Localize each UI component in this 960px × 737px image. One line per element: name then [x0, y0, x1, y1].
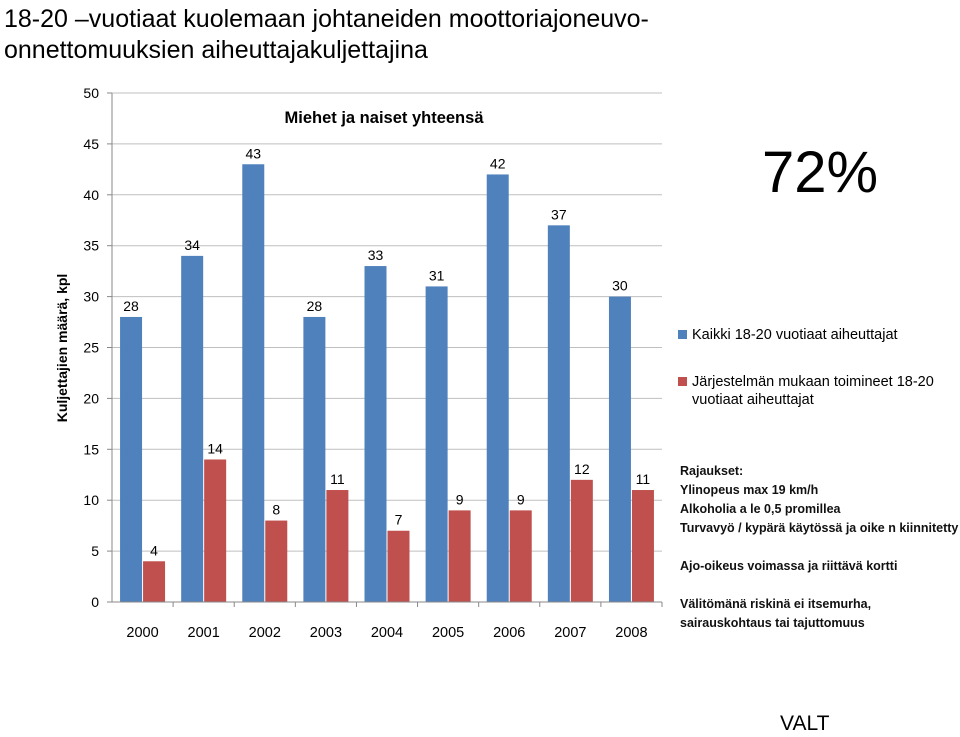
data-label: 42 [490, 155, 506, 171]
legend-label: Järjestelmän mukaan toimineet 18-20 vuot… [692, 374, 934, 408]
percentage-callout: 72% [762, 140, 879, 205]
data-label: 28 [307, 298, 323, 314]
data-label: 9 [456, 491, 464, 507]
bar-system-2008 [631, 490, 654, 602]
legend-item-all: Kaikki 18-20 vuotiaat aiheuttajat [678, 326, 960, 344]
note-item: Välitö​mänä riskinä ei itsemurha, sairau… [680, 597, 872, 630]
x-tick-label: 2000 [126, 625, 158, 641]
page-title: 18-20 –vuotiaat kuolemaan johtaneiden mo… [4, 5, 649, 64]
y-tick-label: 5 [91, 543, 99, 559]
y-axis-label: Kuljettajien määrä, kpl [54, 274, 70, 423]
bar-system-2004 [387, 530, 410, 602]
x-tick-label: 2008 [615, 625, 647, 641]
data-label: 14 [207, 440, 223, 456]
bar-system-2001 [204, 459, 227, 602]
data-label: 8 [272, 502, 280, 518]
data-label: 7 [395, 512, 403, 528]
notes-heading: Rajaukset: [680, 464, 744, 478]
bar-system-2006 [509, 510, 532, 602]
data-label: 11 [330, 471, 345, 487]
note-item: Ylinopeus max 19 km/h [680, 483, 819, 497]
bar-all-2001 [181, 255, 204, 602]
note-item: Ajo-oikeus voimassa ja riittävä kortti [680, 559, 898, 573]
x-tick-label: 2002 [249, 625, 281, 641]
bar-all-2002 [242, 164, 265, 602]
y-tick-label: 25 [83, 340, 99, 356]
y-tick-label: 35 [83, 238, 99, 254]
data-labels: 28 4 34 14 43 8 28 11 33 7 31 9 42 9 37 12 30 11 [123, 145, 650, 558]
data-label: 34 [184, 237, 200, 253]
bar-all-2003 [303, 316, 326, 602]
bar-system-2000 [143, 561, 166, 602]
y-tick-label: 0 [91, 594, 99, 610]
data-label: 43 [245, 145, 261, 161]
y-tick-label: 20 [83, 390, 99, 406]
y-tick-label: 40 [83, 187, 99, 203]
data-label: 12 [574, 461, 590, 477]
data-label: 28 [123, 298, 139, 314]
legend-swatch-red [678, 377, 687, 386]
bar-all-2004 [364, 266, 387, 602]
note-item: Alkoholia a le 0,5 promillea [680, 502, 841, 516]
data-label: 31 [429, 267, 445, 283]
x-tick-label: 2006 [493, 625, 525, 641]
x-tick-label: 2007 [554, 625, 586, 641]
bar-system-2002 [265, 520, 288, 602]
source-label: VALT [780, 712, 830, 735]
x-tick-label: 2001 [188, 625, 220, 641]
bar-all-2007 [547, 225, 570, 602]
y-tick-label: 15 [83, 441, 99, 457]
x-tick-label: 2003 [310, 625, 342, 641]
x-tick-label: 2005 [432, 625, 464, 641]
grid-lines [112, 92, 662, 552]
chart-title: Miehet ja naiset yhteensä [285, 109, 485, 127]
y-axis-ticks: 0 5 10 15 20 25 30 35 40 45 50 [83, 85, 112, 610]
bars [120, 164, 654, 602]
data-label: 4 [150, 542, 158, 558]
legend-item-system: Järjestelmän mukaan toimineet 18-20 vuot… [678, 373, 960, 409]
x-axis-ticks: 2000 2001 2002 2003 2004 2005 2006 2007 2008 [126, 602, 663, 641]
note-item: Turvavyö / kypärä käytössä ja oike n kii… [680, 521, 959, 535]
x-tick-label: 2004 [371, 625, 403, 641]
chart-legend: Kaikki 18-20 vuotiaat aiheuttajat Järjes… [678, 326, 960, 409]
data-label: 11 [636, 471, 651, 487]
data-label: 9 [517, 491, 525, 507]
y-tick-label: 30 [83, 289, 99, 305]
bar-all-2008 [608, 296, 631, 602]
y-tick-label: 50 [83, 85, 99, 101]
legend-swatch-blue [678, 330, 687, 339]
y-tick-label: 45 [83, 136, 99, 152]
data-label: 37 [551, 206, 567, 222]
data-label: 30 [612, 278, 628, 294]
bar-all-2005 [425, 286, 448, 602]
y-tick-label: 10 [83, 492, 99, 508]
data-label: 33 [368, 247, 384, 263]
bar-system-2005 [448, 510, 471, 602]
restrictions-notes: Rajaukset: Ylinopeus max 19 km/h Alkohol… [680, 462, 960, 633]
legend-label: Kaikki 18-20 vuotiaat aiheuttajat [692, 327, 898, 343]
bar-all-2000 [120, 316, 143, 602]
bar-system-2007 [570, 479, 593, 602]
bar-system-2003 [326, 490, 349, 602]
bar-all-2006 [486, 174, 509, 602]
